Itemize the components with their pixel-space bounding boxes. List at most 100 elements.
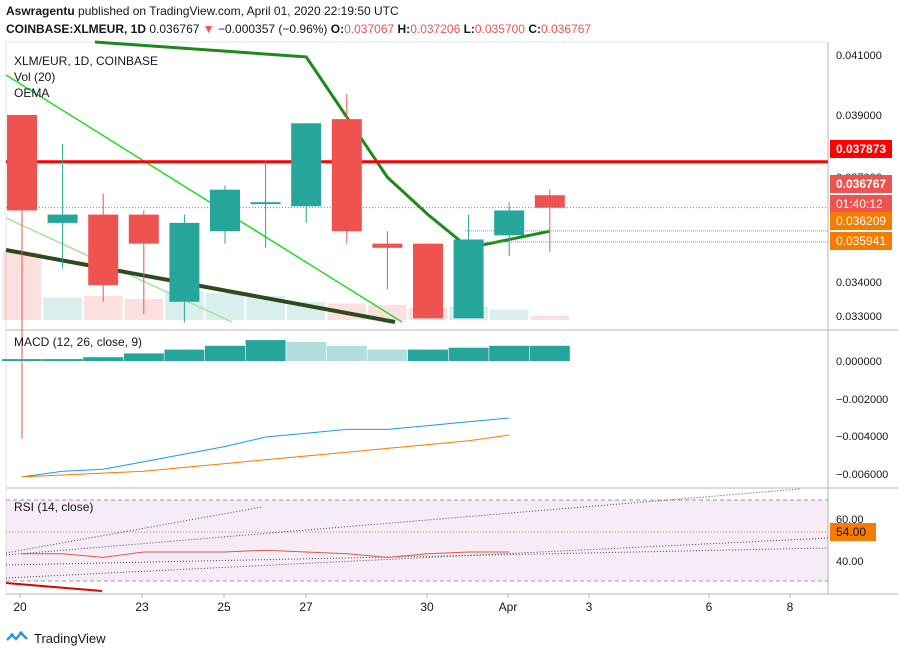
candle-body bbox=[372, 243, 403, 248]
time-tick: 25 bbox=[217, 600, 231, 614]
publisher-line: Aswragentu published on TradingView.com,… bbox=[6, 4, 399, 18]
time-tick: 3 bbox=[586, 600, 593, 614]
candle-body bbox=[88, 214, 119, 286]
volume-bar bbox=[530, 315, 570, 320]
price-label-bg bbox=[830, 175, 892, 193]
rsi-label-bg bbox=[830, 523, 876, 541]
published-text: published on TradingView.com, April 01, … bbox=[78, 4, 399, 18]
macd-histogram-bar bbox=[367, 349, 408, 361]
volume-bar bbox=[43, 297, 82, 320]
price-label: 0.037873 bbox=[836, 142, 886, 156]
macd-histogram-bar bbox=[448, 347, 489, 361]
macd-tick: −0.002000 bbox=[836, 394, 888, 406]
candle-body bbox=[169, 222, 200, 302]
candle-body bbox=[210, 189, 240, 232]
rsi-trend-4 bbox=[5, 547, 829, 566]
macd-histogram-bar bbox=[529, 345, 570, 361]
candle-body bbox=[291, 123, 322, 207]
low-value: 0.035700 bbox=[474, 22, 525, 36]
symbol-label: COINBASE:XLMEUR, 1D bbox=[6, 22, 147, 36]
candle-body bbox=[534, 195, 565, 208]
rsi-trend-3 bbox=[5, 537, 829, 579]
macd-tick: 0.000000 bbox=[836, 356, 882, 368]
price-label: 01:40:12 bbox=[836, 197, 883, 211]
volume-bar bbox=[205, 293, 245, 320]
candle-body bbox=[128, 214, 159, 244]
macd-histogram-bar bbox=[83, 357, 124, 361]
open-label: O: bbox=[330, 22, 345, 36]
chart-header: Aswragentu published on TradingView.com,… bbox=[6, 4, 896, 40]
candle-body bbox=[494, 210, 525, 236]
rsi-trend-1 bbox=[5, 506, 263, 554]
price-label-bg bbox=[830, 140, 892, 158]
time-tick: 27 bbox=[299, 600, 313, 614]
trendline-dark bbox=[5, 248, 396, 324]
price-label: 0.035941 bbox=[836, 234, 886, 248]
macd-histogram-bar bbox=[205, 345, 245, 361]
volume-bar bbox=[489, 309, 529, 320]
high-value: 0.037206 bbox=[410, 22, 461, 36]
price-label-bg bbox=[830, 212, 892, 230]
close-value: 0.036767 bbox=[541, 22, 592, 36]
rsi-title: RSI (14, close) bbox=[14, 500, 93, 514]
price-label: 0.036209 bbox=[836, 214, 886, 228]
macd-line bbox=[21, 417, 510, 478]
candle-body bbox=[47, 214, 78, 223]
macd-title: MACD (12, 26, close, 9) bbox=[14, 335, 142, 349]
rsi-trend-2 bbox=[5, 488, 801, 556]
price-tick: 0.033000 bbox=[836, 311, 882, 323]
candle-body bbox=[413, 243, 443, 319]
price-label-bg bbox=[830, 232, 892, 250]
time-tick: 8 bbox=[787, 600, 794, 614]
rsi-red-line bbox=[5, 582, 103, 592]
price-tick: 0.039000 bbox=[836, 110, 882, 122]
rsi-line bbox=[22, 549, 510, 558]
macd-histogram-bar bbox=[123, 353, 164, 361]
rsi-current-label: 54.00 bbox=[836, 525, 866, 539]
open-value: 0.037067 bbox=[344, 22, 395, 36]
price-label-bg bbox=[830, 195, 892, 213]
high-label: H: bbox=[397, 22, 411, 36]
brand-name: TradingView bbox=[34, 630, 106, 646]
candle-body bbox=[7, 115, 37, 211]
time-tick: Apr bbox=[499, 600, 518, 614]
ema-line bbox=[94, 40, 551, 250]
close-label: C: bbox=[528, 22, 541, 36]
macd-histogram-bar bbox=[408, 349, 448, 361]
last-price: 0.036767 bbox=[149, 22, 200, 36]
footer-brand: TradingView bbox=[6, 628, 106, 648]
time-tick: 20 bbox=[13, 600, 27, 614]
author-name[interactable]: Aswragentu bbox=[6, 4, 75, 18]
macd-histogram-bar bbox=[42, 359, 83, 361]
macd-histogram-bar bbox=[286, 342, 327, 361]
indicator-label: OEMA bbox=[14, 86, 49, 100]
macd-histogram-bar bbox=[489, 345, 530, 361]
symbol-ohlc-line: COINBASE:XLMEUR, 1D 0.036767 ▼ −0.000357… bbox=[6, 22, 591, 36]
candle-body bbox=[453, 239, 484, 319]
macd-tick: −0.006000 bbox=[836, 469, 888, 481]
change-value: −0.000357 (−0.96%) bbox=[218, 22, 328, 36]
candle-body bbox=[331, 119, 362, 232]
trendline-bright bbox=[5, 74, 403, 323]
candle-body bbox=[250, 202, 281, 205]
rsi-band bbox=[6, 500, 828, 581]
time-tick: 23 bbox=[135, 600, 149, 614]
macd-histogram-bar bbox=[326, 345, 367, 361]
time-tick: 30 bbox=[420, 600, 434, 614]
low-label: L: bbox=[463, 22, 475, 36]
price-tick: 0.041000 bbox=[836, 50, 882, 62]
macd-histogram-bar bbox=[2, 359, 42, 361]
price-tick: 0.034000 bbox=[836, 277, 882, 289]
indicator-label: Vol (20) bbox=[14, 70, 55, 84]
macd-histogram-bar bbox=[164, 349, 205, 361]
macd-tick: −0.004000 bbox=[836, 431, 888, 443]
main-title: XLM/EUR, 1D, COINBASE bbox=[14, 54, 158, 68]
signal-line bbox=[21, 434, 510, 478]
price-label: 0.036767 bbox=[836, 177, 886, 191]
change-arrow-icon: ▼ bbox=[202, 22, 215, 36]
rsi-tick: 40.00 bbox=[836, 556, 864, 568]
tradingview-logo-icon bbox=[6, 631, 28, 641]
macd-histogram-bar bbox=[245, 340, 286, 361]
time-tick: 6 bbox=[706, 600, 713, 614]
